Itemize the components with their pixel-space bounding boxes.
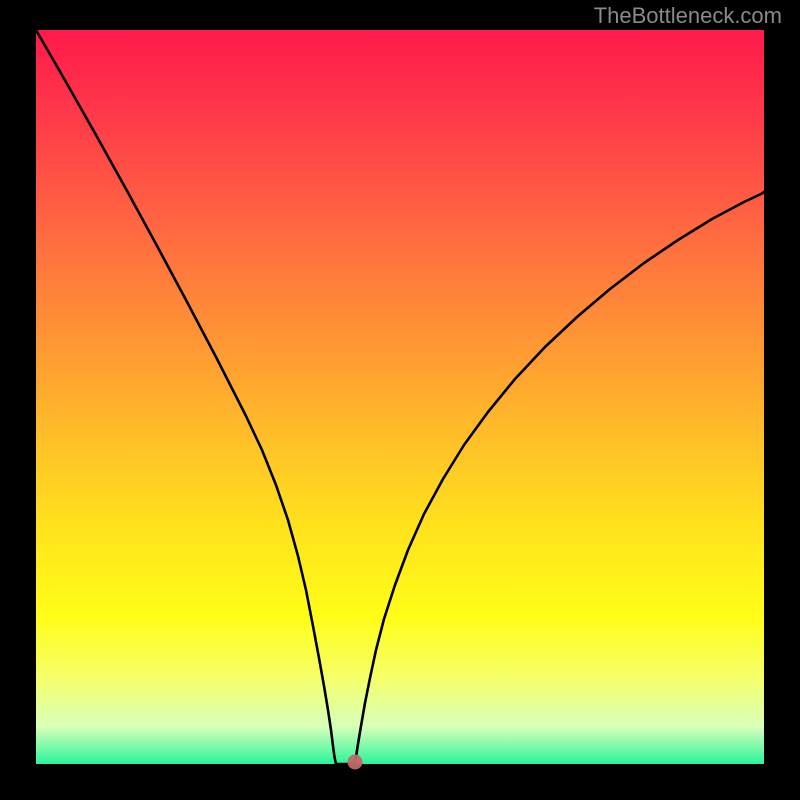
watermark-text: TheBottleneck.com: [594, 3, 782, 29]
chart-gradient-background: [36, 30, 764, 764]
chart-plot-area: [36, 30, 764, 764]
optimal-point-marker: [348, 755, 363, 770]
